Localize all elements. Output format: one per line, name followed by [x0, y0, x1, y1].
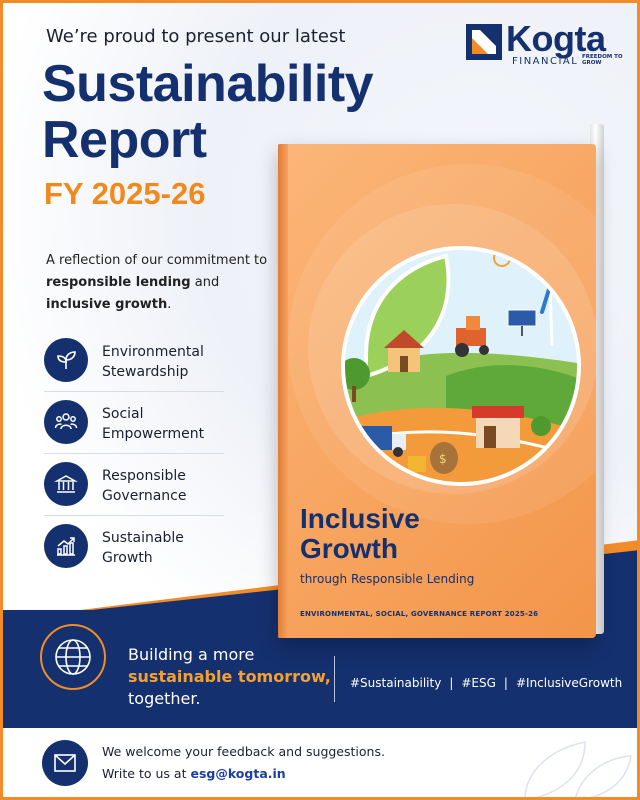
cover-title: Inclusive Growth — [300, 504, 420, 564]
people-icon — [44, 400, 88, 444]
band-line-2: sustainable tomorrow, — [128, 667, 331, 686]
feature-label: Sustainable Growth — [102, 530, 184, 566]
book-spine — [278, 144, 288, 638]
hashtag[interactable]: #Sustainability — [350, 676, 442, 690]
title-line-2: Report — [42, 111, 207, 169]
report-book: $ Inclusive Growth through Responsible L… — [270, 120, 610, 640]
feature-growth: Sustainable Growth — [44, 516, 224, 578]
fiscal-year: FY 2025-26 — [44, 176, 206, 211]
logo-tagline-2: GROW — [582, 60, 602, 66]
title-line-1: Sustainability — [42, 55, 374, 113]
feature-label: Environmental Stewardship — [102, 344, 204, 380]
logo-name: Kogta — [506, 18, 606, 59]
growth-scene-illustration: $ — [341, 246, 581, 486]
feature-label: Social Empowerment — [102, 406, 205, 442]
page-title: Sustainability Report — [42, 55, 374, 169]
book-cover: $ Inclusive Growth through Responsible L… — [278, 144, 596, 638]
growth-chart-icon — [44, 524, 88, 568]
write-to-label: Write to us at — [102, 766, 187, 781]
desc-part-1: A reflection of our commitment to — [46, 253, 268, 268]
hashtag[interactable]: #InclusiveGrowth — [515, 676, 623, 690]
cover-title-2: Growth — [300, 533, 398, 564]
logo-sub: FINANCIAL — [512, 56, 579, 67]
intro-text: We’re proud to present our latest — [46, 26, 346, 47]
cover-footer: ENVIRONMENTAL, SOCIAL, GOVERNANCE REPORT… — [300, 610, 539, 618]
band-line-3: together. — [128, 689, 201, 708]
write-to-us: Write to us at esg@kogta.in — [102, 766, 286, 781]
mail-icon — [42, 740, 88, 786]
description: A reflection of our commitment to respon… — [46, 250, 286, 316]
logo-tagline: FREEDOM TO GROW — [582, 54, 623, 66]
band-line-1: Building a more — [128, 645, 255, 664]
logo-mark-icon — [466, 24, 502, 60]
leaf-icon — [44, 338, 88, 382]
desc-bold-1: responsible lending — [46, 275, 191, 290]
feature-social: Social Empowerment — [44, 392, 224, 454]
building-icon — [44, 462, 88, 506]
desc-part-3: . — [167, 297, 172, 312]
leaf-decoration-icon — [524, 741, 632, 800]
cover-subtitle: through Responsible Lending — [300, 572, 475, 586]
feedback-text: We welcome your feedback and suggestions… — [102, 744, 385, 759]
feature-governance: Responsible Governance — [44, 454, 224, 516]
band-message: Building a more sustainable tomorrow, to… — [128, 644, 331, 710]
globe-icon — [40, 624, 106, 690]
feature-list: Environmental Stewardship Social Empower… — [44, 330, 224, 578]
desc-part-2: and — [190, 275, 220, 290]
hashtags: #Sustainability | #ESG | #InclusiveGrowth — [350, 676, 623, 690]
hashtag[interactable]: #ESG — [461, 676, 496, 690]
cover-title-1: Inclusive — [300, 503, 420, 534]
contact-section: We welcome your feedback and suggestions… — [0, 728, 640, 800]
desc-bold-2: inclusive growth — [46, 297, 168, 312]
svg-text:$: $ — [439, 452, 447, 466]
email-link[interactable]: esg@kogta.in — [190, 766, 286, 781]
feature-environmental: Environmental Stewardship — [44, 330, 224, 392]
feature-label: Responsible Governance — [102, 468, 187, 504]
logo-tagline-1: FREEDOM TO — [582, 54, 623, 60]
kogta-logo[interactable]: Kogta FINANCIAL FREEDOM TO GROW — [466, 18, 626, 76]
band-divider — [334, 656, 335, 702]
